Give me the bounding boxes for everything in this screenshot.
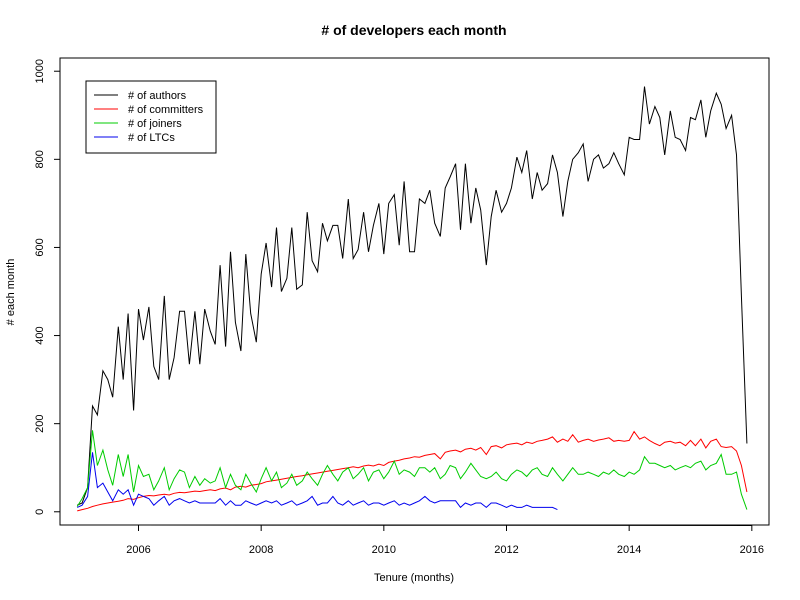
legend-label: # of LTCs [128,132,175,144]
chart-title: # of developers each month [321,22,506,38]
y-axis: 0 200 400 600 800 1000 [34,59,61,515]
x-tick-label: 2016 [740,544,764,556]
x-tick-label: 2012 [494,544,518,556]
series-line-4 [76,452,558,511]
series-line-2 [77,430,748,512]
x-axis: 2006 2008 2010 2012 2014 2016 [126,524,764,556]
x-tick-label: 2010 [372,544,396,556]
series-line-3 [76,430,748,510]
legend-label: # of committers [128,104,204,116]
x-tick-label: 2006 [126,544,150,556]
x-axis-title: Tenure (months) [374,572,454,584]
series-line-1 [76,86,748,506]
legend-box [85,80,217,154]
series-layer [76,86,748,512]
legend-label: # of authors [128,90,187,102]
y-tick-label: 200 [34,414,46,432]
y-tick-label: 400 [34,326,46,344]
y-tick-label: 1000 [34,59,46,83]
x-axis-line [138,524,752,526]
x-tick-label: 2008 [249,544,273,556]
x-tick-label: 2014 [617,544,641,556]
legend-label: # of joiners [128,118,182,130]
y-tick-label: 600 [34,238,46,256]
y-axis-title: # each month [5,259,17,326]
y-tick-label: 0 [34,509,46,515]
legend: # of authors # of committers # of joiners #… [85,80,217,154]
y-tick-label: 800 [34,150,46,168]
